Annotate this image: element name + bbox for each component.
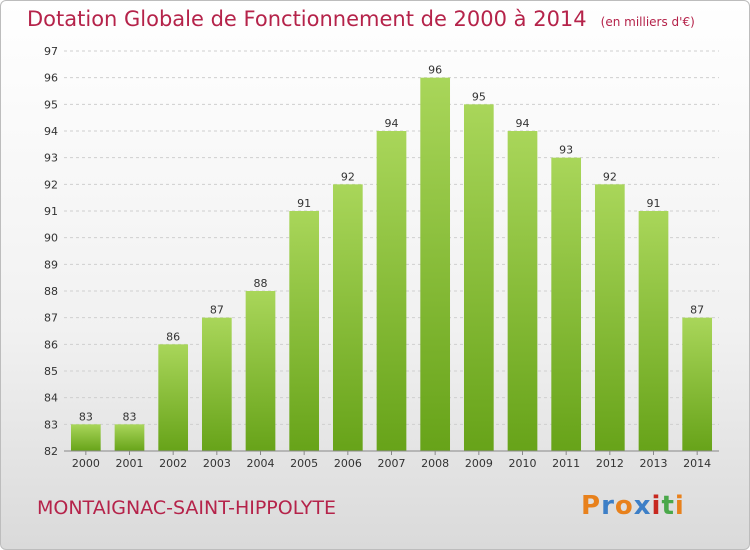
x-tick-label-2014: 2014 xyxy=(683,457,711,470)
y-tick-label: 87 xyxy=(44,312,58,325)
data-label-2013: 91 xyxy=(647,197,661,210)
data-label-2014: 87 xyxy=(690,304,704,317)
y-tick-label: 89 xyxy=(44,258,58,271)
bar-2006 xyxy=(332,184,363,452)
y-tick-label: 96 xyxy=(44,72,58,85)
bar-2002 xyxy=(158,344,189,451)
data-label-2005: 91 xyxy=(297,197,311,210)
y-tick-label: 86 xyxy=(44,338,58,351)
bars xyxy=(70,77,713,452)
chart-unit: (en milliers d'€) xyxy=(600,15,695,29)
y-tick-label: 82 xyxy=(44,445,58,458)
x-tick-label-2006: 2006 xyxy=(334,457,362,470)
data-label-2011: 93 xyxy=(559,144,573,157)
logo-letter: o xyxy=(614,491,634,521)
bar-2004 xyxy=(245,291,276,451)
bar-2012 xyxy=(594,184,625,452)
y-tick-label: 85 xyxy=(44,365,58,378)
data-label-2007: 94 xyxy=(385,117,399,130)
y-tick-label: 83 xyxy=(44,418,58,431)
data-label-2012: 92 xyxy=(603,170,617,183)
data-label-2000: 83 xyxy=(79,410,93,423)
x-tick-label-2000: 2000 xyxy=(72,457,100,470)
data-label-2002: 86 xyxy=(166,330,180,343)
logo-letter: i xyxy=(651,491,662,521)
logo-letter: t xyxy=(661,491,675,521)
bar-2000 xyxy=(70,424,101,451)
logo-letter: i xyxy=(674,491,685,521)
x-tick-label-2001: 2001 xyxy=(116,457,144,470)
bar-2011 xyxy=(551,157,582,451)
bar-2007 xyxy=(376,131,407,451)
y-tick-label: 93 xyxy=(44,152,58,165)
y-tick-label: 92 xyxy=(44,178,58,191)
data-label-2001: 83 xyxy=(123,410,137,423)
x-tick-label-2003: 2003 xyxy=(203,457,231,470)
bar-2013 xyxy=(638,211,669,451)
bar-2005 xyxy=(289,211,320,451)
y-tick-label: 95 xyxy=(44,98,58,111)
y-tick-label: 91 xyxy=(44,205,58,218)
data-label-2010: 94 xyxy=(516,117,530,130)
proxiti-logo: Proxiti xyxy=(581,491,685,521)
data-label-2004: 88 xyxy=(254,277,268,290)
x-tick-label-2012: 2012 xyxy=(596,457,624,470)
x-tick-label-2005: 2005 xyxy=(290,457,318,470)
y-tick-label: 88 xyxy=(44,285,58,298)
logo-letter: x xyxy=(633,491,652,521)
bar-2009 xyxy=(463,104,494,451)
bar-2010 xyxy=(507,131,538,451)
commune-name: MONTAIGNAC-SAINT-HIPPOLYTE xyxy=(37,497,336,519)
data-label-2009: 95 xyxy=(472,90,486,103)
logo-letter: r xyxy=(601,491,615,521)
x-tick-label-2007: 2007 xyxy=(378,457,406,470)
x-axis-ticks: 2000 2001 2002 2003 2004 2005 2006 2007 2008 2009… xyxy=(72,451,711,470)
x-tick-label-2010: 2010 xyxy=(509,457,537,470)
y-axis-ticks: 82 83 84 85 86 87 88 89 90 91 92 93 94 95 96 97 xyxy=(44,45,58,458)
y-tick-label: 94 xyxy=(44,125,58,138)
data-label-2006: 92 xyxy=(341,170,355,183)
bar-2001 xyxy=(114,424,145,451)
x-tick-label-2008: 2008 xyxy=(421,457,449,470)
bar-2008 xyxy=(420,77,451,452)
x-tick-label-2013: 2013 xyxy=(640,457,668,470)
bar-2014 xyxy=(682,317,713,451)
data-label-2003: 87 xyxy=(210,304,224,317)
data-labels: 83 83 86 87 88 91 92 94 96 95 94 93 92 91 87 xyxy=(79,64,704,424)
y-tick-label: 84 xyxy=(44,392,58,405)
x-tick-label-2009: 2009 xyxy=(465,457,493,470)
chart-title-text: Dotation Globale de Fonctionnement de 20… xyxy=(27,7,587,31)
x-tick-label-2002: 2002 xyxy=(159,457,187,470)
y-tick-label: 97 xyxy=(44,45,58,58)
data-label-2008: 96 xyxy=(428,64,442,77)
y-tick-label: 90 xyxy=(44,232,58,245)
x-tick-label-2004: 2004 xyxy=(247,457,275,470)
logo-letter: P xyxy=(581,491,602,521)
bar-2003 xyxy=(201,317,232,451)
chart-title: Dotation Globale de Fonctionnement de 20… xyxy=(27,7,695,31)
x-tick-label-2011: 2011 xyxy=(552,457,580,470)
